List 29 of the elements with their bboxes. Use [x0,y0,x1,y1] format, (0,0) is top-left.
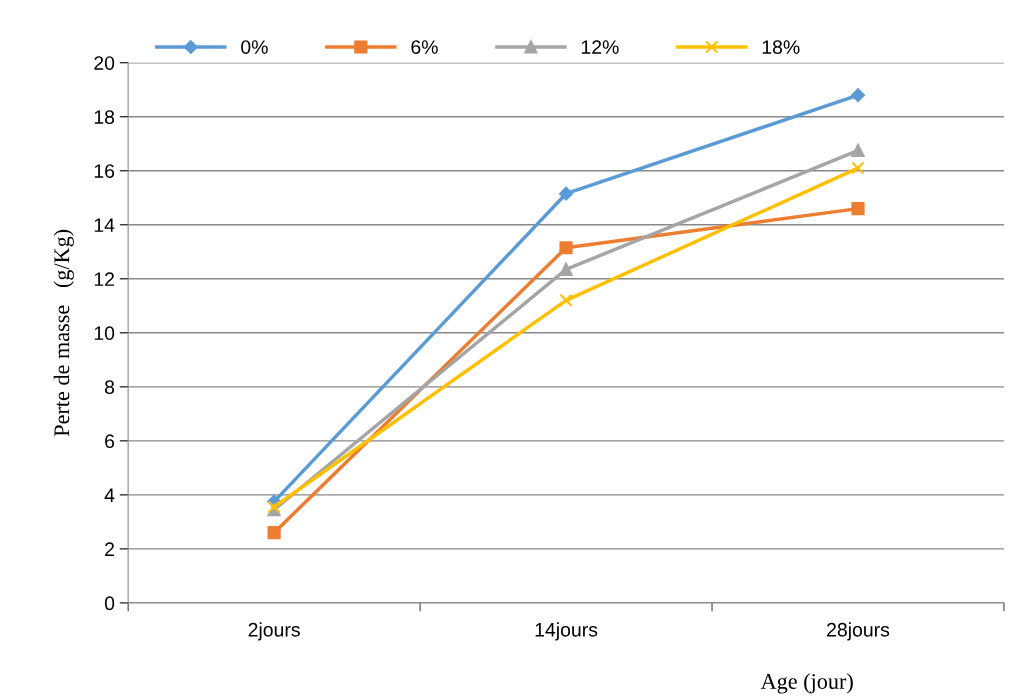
y-tick-label: 2 [105,542,114,556]
y-tick-label: 14 [94,218,115,232]
point [851,201,865,216]
x-tick-label: 14jours [535,622,598,641]
x-tick-label: 28jours [827,622,890,641]
point [851,88,865,103]
y-tick-label: 10 [94,326,115,341]
legend-label: 18% [762,40,800,54]
point [559,262,573,276]
point [559,241,573,255]
legend-label: 12% [581,40,619,54]
y-axis-title: Perte de masse (g/Kg) [53,229,74,437]
y-tick-label: 4 [104,488,115,502]
y-tick-label: 16 [94,164,115,178]
point [851,143,865,158]
x-tick-label: 2jours [248,622,300,641]
legend-label: 0% [241,40,268,54]
y-tick-label: 18 [94,110,115,124]
point [267,526,281,540]
point [559,293,573,307]
y-tick-label: 12 [94,272,114,286]
y-tick-label: 20 [94,56,115,70]
y-tick-label: 0 [104,596,115,611]
y-tick-label: 6 [105,434,115,449]
y-tick-label: 8 [104,380,115,395]
legend-label: 6% [411,40,438,54]
point [851,161,865,175]
point [559,186,573,201]
x-axis-title: Age (jour) [760,673,853,694]
